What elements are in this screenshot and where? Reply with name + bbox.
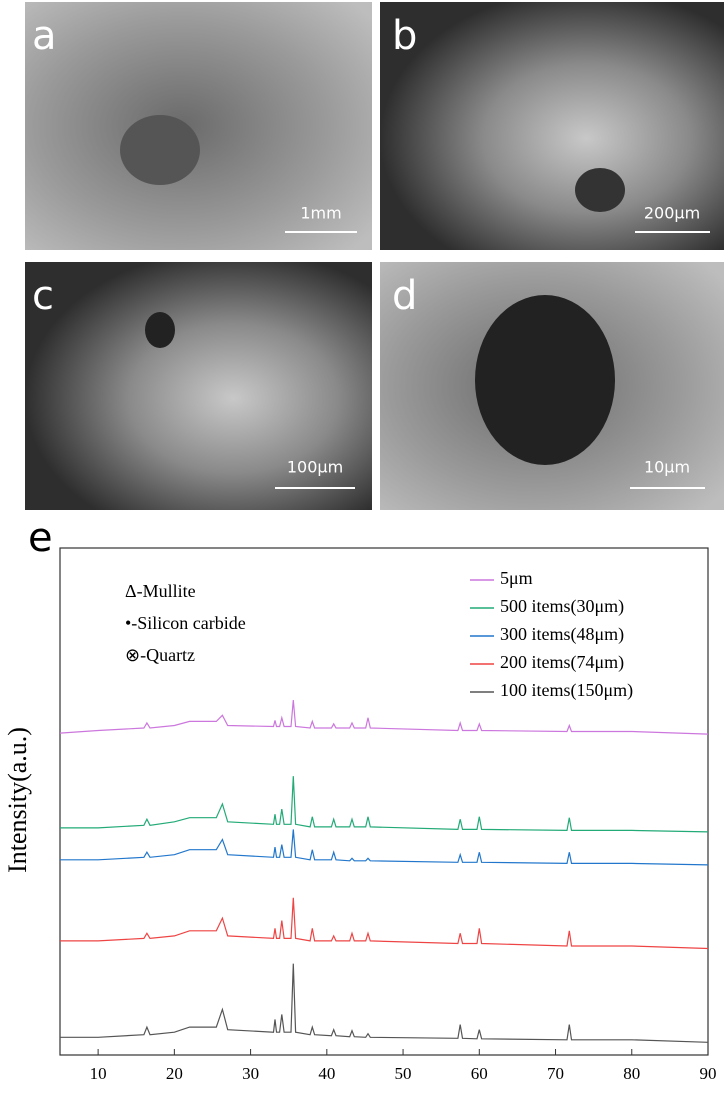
annotation: •-Silicon carbide [125,613,246,633]
pore [120,115,200,185]
x-tick-label: 50 [395,1064,412,1083]
annotation: Δ-Mullite [125,581,196,601]
scale-bar-label: 1mm [300,204,341,223]
series-line [60,897,709,950]
axes-frame [59,547,709,1056]
series-line [60,963,709,1043]
series-line [59,700,709,735]
scale-bar-label: 10μm [644,458,690,477]
series-line [60,829,709,866]
x-tick-label: 10 [90,1064,107,1083]
annotation: ⊗-Quartz [125,645,195,665]
y-axis-label: Intensity(a.u.) [3,727,32,873]
x-tick-label: 40 [318,1064,335,1083]
sem-image [25,2,372,250]
pore [475,295,615,465]
legend-label: 5μm [500,568,533,588]
legend-label: 200 items(74μm) [500,652,624,673]
panel-label: d [392,273,417,319]
x-tick-label: 70 [547,1064,564,1083]
panel-label: c [32,273,54,319]
x-tick-label: 30 [242,1064,259,1083]
legend-label: 100 items(150μm) [500,680,633,701]
sem-image [25,262,372,510]
x-tick-label: 60 [471,1064,488,1083]
sem-panels: a b c d 1mm 200μm 100μm 10μm [25,2,724,510]
scale-bar-label: 100μm [287,458,343,477]
sem-image [380,2,724,250]
pore [145,312,175,348]
scale-bar-label: 200μm [644,204,700,223]
pore [575,168,625,212]
panel-label: a [32,13,57,59]
x-tick-label: 80 [623,1064,640,1083]
legend-label: 300 items(48μm) [500,624,624,645]
panel-label: b [392,13,417,59]
legend-label: 500 items(30μm) [500,596,624,617]
x-tick-label: 20 [166,1064,183,1083]
panel-label: e [28,515,53,561]
series-line [60,776,709,833]
x-tick-label: 90 [700,1064,717,1083]
